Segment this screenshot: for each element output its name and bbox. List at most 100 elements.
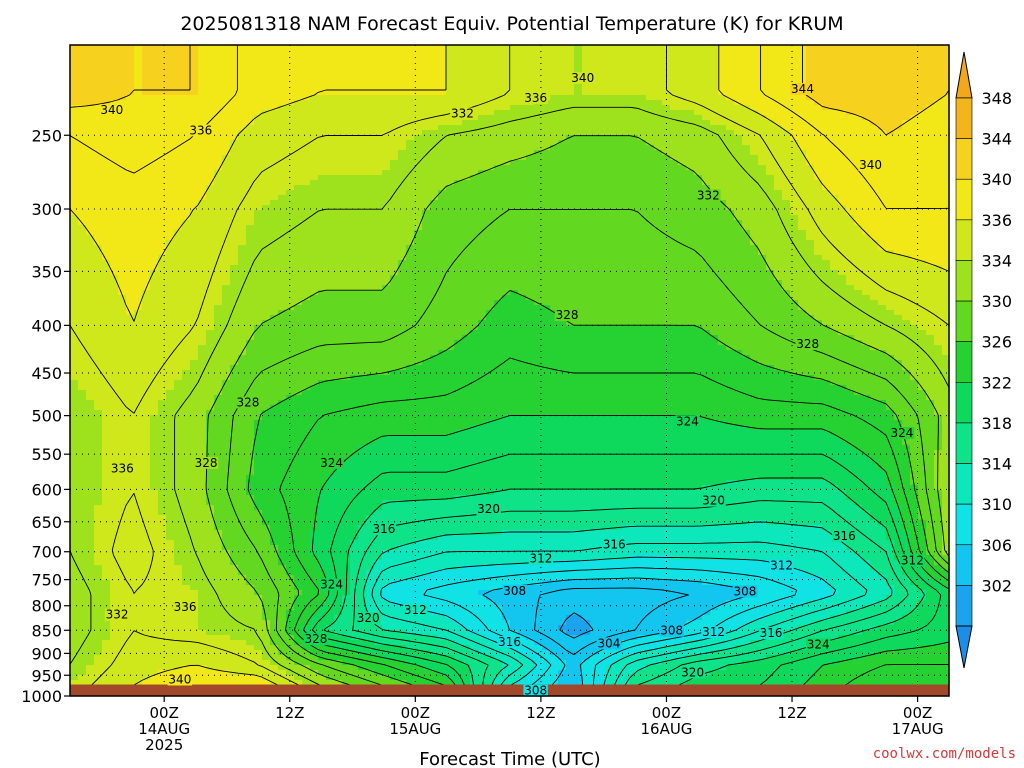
field-cell bbox=[342, 255, 351, 261]
field-cell bbox=[638, 50, 647, 56]
field-cell bbox=[870, 225, 879, 231]
field-cell bbox=[318, 160, 327, 166]
field-cell bbox=[774, 110, 783, 116]
field-cell bbox=[582, 170, 591, 176]
field-cell bbox=[758, 260, 767, 266]
field-cell bbox=[702, 60, 711, 66]
field-cell bbox=[718, 205, 727, 211]
field-cell bbox=[614, 115, 623, 121]
field-cell bbox=[86, 90, 95, 96]
field-cell bbox=[70, 165, 79, 171]
field-cell bbox=[86, 105, 95, 111]
field-cell bbox=[942, 215, 950, 221]
field-cell bbox=[846, 205, 855, 211]
field-cell bbox=[606, 150, 615, 156]
field-cell bbox=[726, 95, 735, 101]
field-cell bbox=[686, 125, 695, 131]
field-cell bbox=[902, 60, 911, 66]
field-cell bbox=[270, 195, 279, 201]
field-cell bbox=[134, 140, 143, 146]
field-cell bbox=[942, 75, 950, 81]
field-cell bbox=[262, 105, 271, 111]
field-cell bbox=[806, 65, 815, 71]
field-cell bbox=[246, 80, 255, 86]
field-cell bbox=[670, 255, 679, 261]
field-cell bbox=[870, 95, 879, 101]
field-cell bbox=[558, 135, 567, 141]
field-cell bbox=[710, 250, 719, 256]
field-cell bbox=[678, 225, 687, 231]
field-cell bbox=[470, 260, 479, 266]
field-cell bbox=[86, 220, 95, 226]
field-cell bbox=[566, 195, 575, 201]
field-cell bbox=[238, 140, 247, 146]
field-cell bbox=[638, 70, 647, 76]
field-cell bbox=[710, 180, 719, 186]
field-cell bbox=[558, 225, 567, 231]
field-cell bbox=[718, 70, 727, 76]
field-cell bbox=[318, 200, 327, 206]
field-cell bbox=[254, 155, 263, 161]
field-cell bbox=[694, 70, 703, 76]
field-cell bbox=[406, 90, 415, 96]
field-cell bbox=[614, 95, 623, 101]
field-cell bbox=[702, 170, 711, 176]
field-cell bbox=[182, 45, 191, 51]
field-cell bbox=[710, 120, 719, 126]
field-cell bbox=[590, 175, 599, 181]
field-cell bbox=[222, 75, 231, 81]
field-cell bbox=[814, 265, 823, 271]
field-cell bbox=[838, 55, 847, 61]
field-cell bbox=[174, 140, 183, 146]
field-cell bbox=[406, 225, 415, 231]
field-cell bbox=[790, 130, 799, 136]
field-cell bbox=[894, 110, 903, 116]
field-cell bbox=[614, 175, 623, 181]
field-cell bbox=[606, 175, 615, 181]
field-cell bbox=[614, 75, 623, 81]
field-cell bbox=[710, 125, 719, 131]
field-cell bbox=[150, 230, 159, 236]
field-cell bbox=[566, 260, 575, 266]
field-cell bbox=[558, 155, 567, 161]
field-cell bbox=[254, 90, 263, 96]
field-cell bbox=[326, 160, 335, 166]
field-cell bbox=[830, 80, 839, 86]
field-cell bbox=[374, 220, 383, 226]
field-cell bbox=[878, 210, 887, 216]
field-cell bbox=[70, 265, 79, 271]
field-cell bbox=[910, 95, 919, 101]
field-cell bbox=[102, 230, 111, 236]
field-cell bbox=[886, 215, 895, 221]
field-cell bbox=[614, 55, 623, 61]
field-cell bbox=[358, 45, 367, 51]
field-cell bbox=[822, 150, 831, 156]
field-cell bbox=[70, 75, 79, 81]
field-cell bbox=[414, 120, 423, 126]
field-cell bbox=[862, 215, 871, 221]
field-cell bbox=[182, 150, 191, 156]
field-cell bbox=[678, 185, 687, 191]
field-cell bbox=[590, 130, 599, 136]
field-cell bbox=[278, 125, 287, 131]
field-cell bbox=[158, 90, 167, 96]
field-cell bbox=[126, 90, 135, 96]
field-cell bbox=[486, 130, 495, 136]
field-cell bbox=[358, 210, 367, 216]
field-cell bbox=[878, 155, 887, 161]
field-cell bbox=[246, 230, 255, 236]
field-cell bbox=[374, 80, 383, 86]
field-cell bbox=[254, 135, 263, 141]
field-cell bbox=[246, 110, 255, 116]
field-cell bbox=[670, 210, 679, 216]
field-cell bbox=[254, 220, 263, 226]
field-cell bbox=[302, 75, 311, 81]
field-cell bbox=[590, 105, 599, 111]
field-cell bbox=[78, 210, 87, 216]
field-cell bbox=[494, 240, 503, 246]
field-cell bbox=[142, 170, 151, 176]
field-cell bbox=[318, 185, 327, 191]
field-cell bbox=[526, 180, 535, 186]
field-cell bbox=[414, 250, 423, 256]
field-cell bbox=[302, 105, 311, 111]
